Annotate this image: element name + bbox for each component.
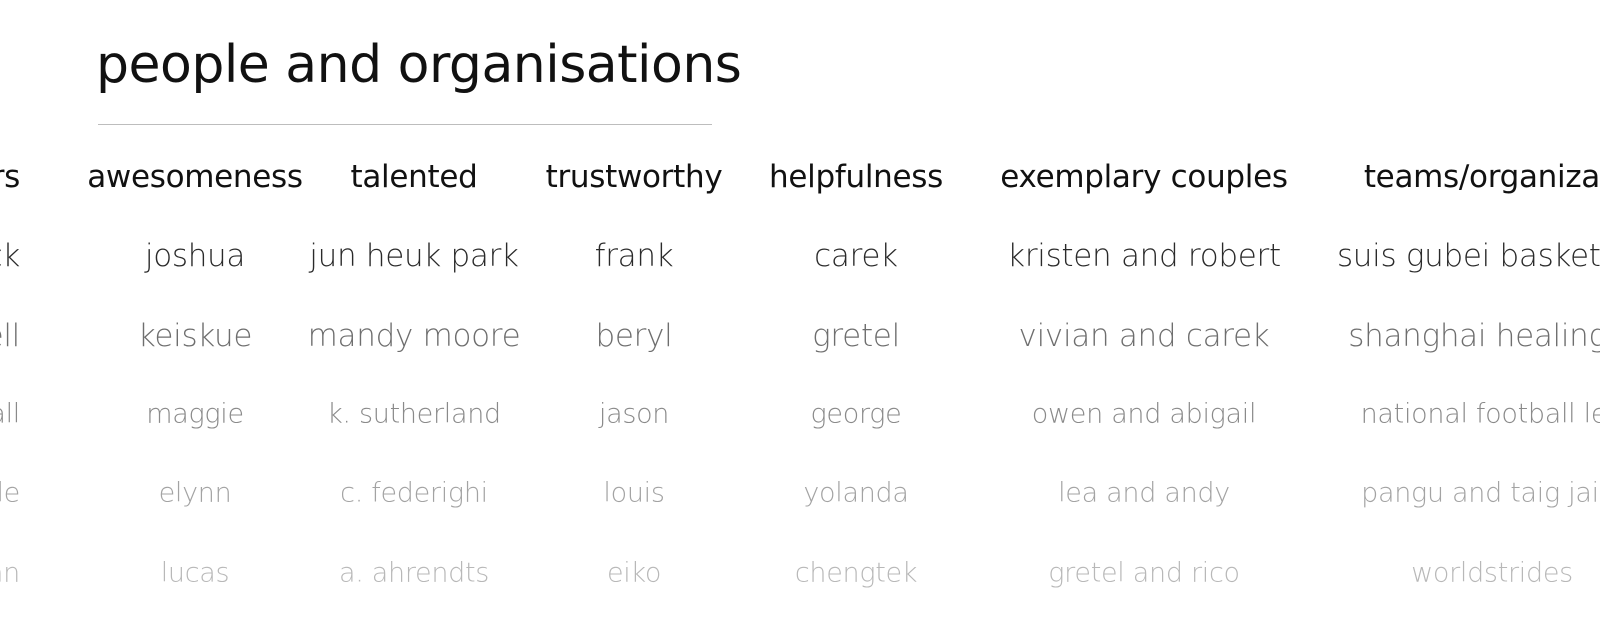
list-item: pangu and taig jailb [1361,477,1600,509]
page-title: people and organisations [96,35,742,95]
list-item: k. sutherland [327,398,501,430]
list-item: oran [0,557,20,589]
column-header: helpfulness [769,159,943,195]
list-item: lucas [160,557,230,589]
column-header: talented [350,159,478,195]
column-header: trustworthy [545,159,723,195]
list-item: beryl [595,318,673,354]
list-item: vivian and carek [1018,318,1270,354]
list-item: carek [814,238,898,274]
list-item: shanghai healing h [1348,318,1600,354]
list-item: owen and abigail [1031,398,1257,430]
list-item: jason [598,398,670,430]
list-item: maggie [146,398,244,430]
list-item: chengtek [794,557,918,589]
list-item: keiskue [137,318,253,354]
list-item: suis gubei basketbal [1336,238,1600,274]
list-item: rlock [0,238,20,274]
list-item: worldstrides [1411,557,1573,589]
list-item: yolanda [803,477,909,509]
list-item: mandy moore [307,318,521,354]
list-item: gretel [812,318,900,354]
list-item: louis [603,477,665,509]
list-item: national football lea [1360,398,1600,430]
column-header: ors [0,159,20,195]
list-item: jun heuk park [309,238,519,274]
list-item: george [810,398,902,430]
list-item: a. ahrendts [338,557,490,589]
list-item: lea and andy [1058,477,1230,509]
list-item: valle [0,477,20,509]
list-item: frank [594,238,674,274]
list-item: elynn [158,477,232,509]
list-item: joshua [144,238,246,274]
column-header: teams/organizati [1363,159,1600,195]
column-header: awesomeness [87,159,303,195]
title-divider [98,124,712,125]
list-item: gretel and rico [1048,557,1240,589]
list-item: eiko [606,557,662,589]
list-item: ndell [0,318,20,354]
column-header: exemplary couples [1000,159,1288,195]
list-item: shall [0,398,20,430]
list-item: kristen and robert [1007,238,1281,274]
list-item: c. federighi [340,477,488,509]
